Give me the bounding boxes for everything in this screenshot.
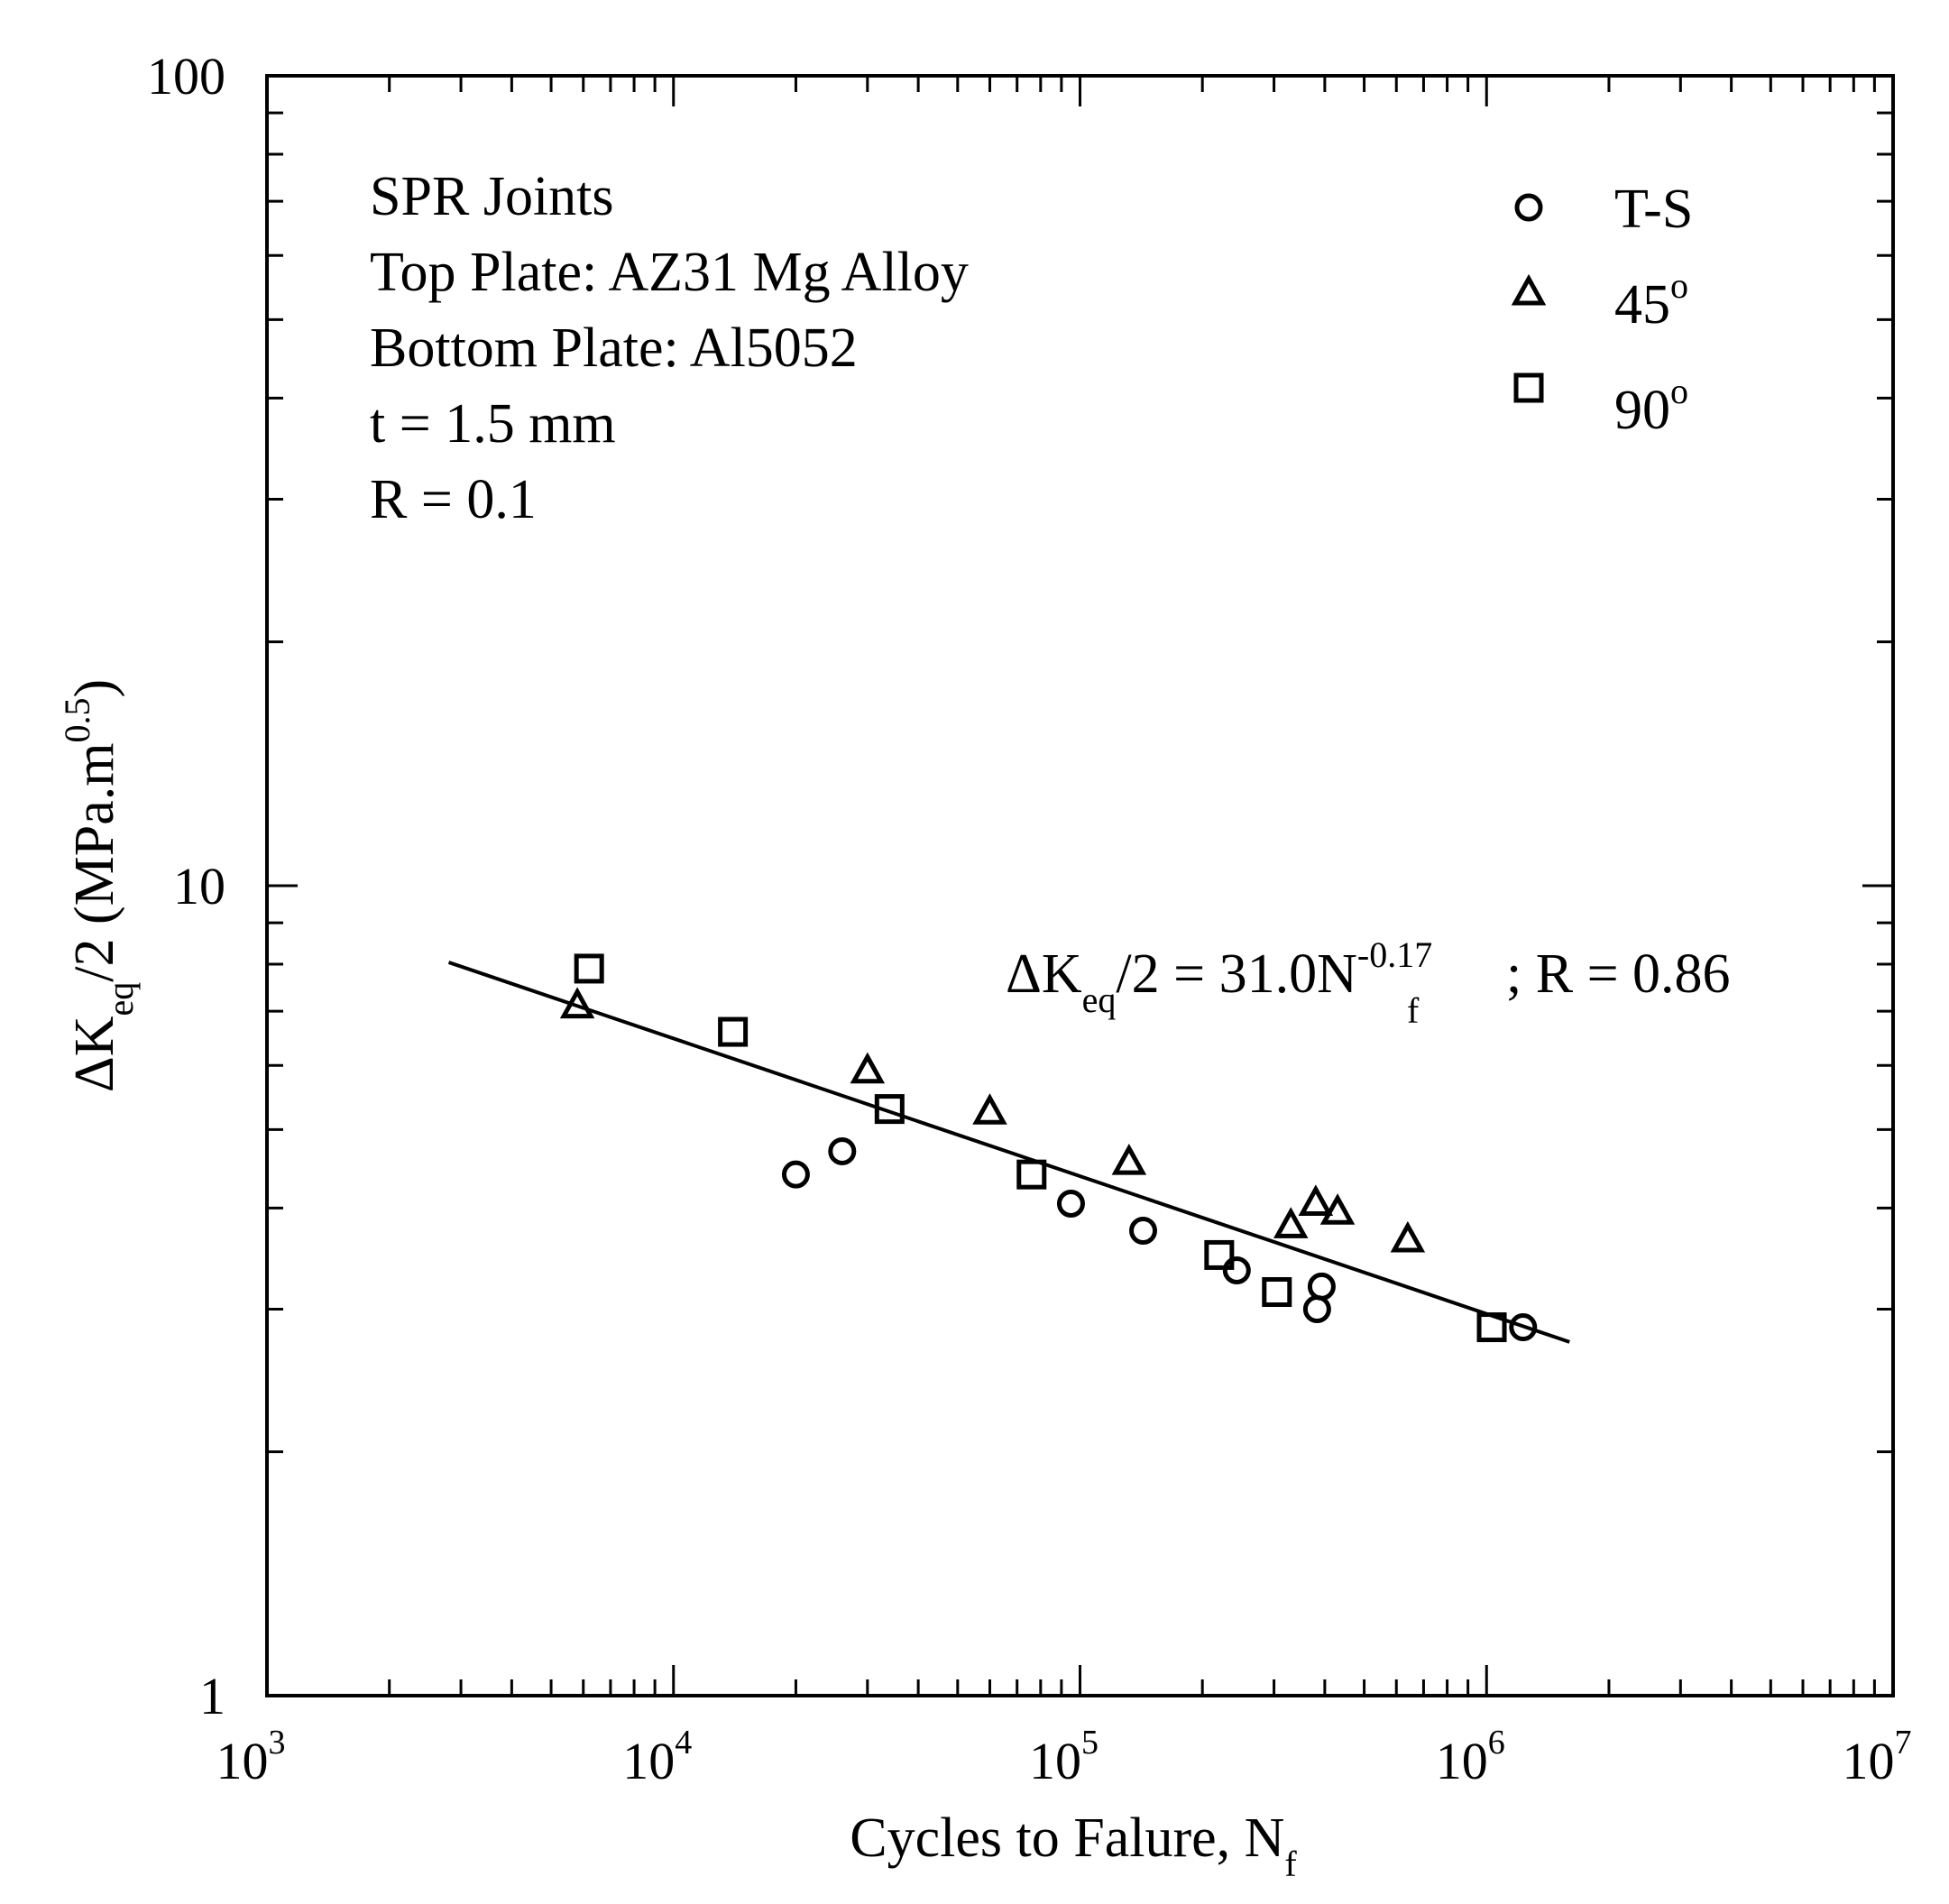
y-tick-label: 10 [173, 857, 225, 915]
y-tick-label: 100 [147, 47, 225, 106]
legend-label-main: 90 [1614, 380, 1670, 441]
x-tick-label: 103 [216, 1724, 286, 1790]
fit-line [447, 961, 1570, 1344]
data-point-45deg [559, 987, 595, 1019]
data-point-45deg [1319, 1193, 1356, 1225]
y-axis-title-end: ) [64, 679, 125, 698]
data-point-90deg [574, 953, 604, 984]
data-point-90deg [1262, 1277, 1292, 1308]
annotation-line: t = 1.5 mm [370, 393, 616, 455]
data-point-90deg [1204, 1239, 1235, 1270]
x-axis-title-sub: f [1284, 1844, 1297, 1884]
legend-marker-triangle [1511, 273, 1547, 306]
data-points [559, 953, 1538, 1343]
data-point-45deg [1390, 1220, 1426, 1253]
x-tick-label-base: 10 [622, 1732, 675, 1790]
axis-ticks [267, 76, 1893, 1696]
data-point-90deg [718, 1016, 749, 1047]
data-point-ts [1307, 1272, 1336, 1301]
x-tick-label-base: 10 [1436, 1732, 1488, 1790]
x-tick-label: 107 [1843, 1724, 1912, 1790]
legend-label: T-S [1614, 179, 1693, 240]
data-point-45deg [1111, 1143, 1147, 1175]
x-tick-label-exp: 6 [1488, 1724, 1505, 1761]
annotation-line: Top Plate: AZ31 Mg Alloy [370, 242, 969, 303]
legend-label-sup: o [1670, 265, 1688, 306]
data-point-45deg [1273, 1207, 1309, 1238]
data-point-90deg [1476, 1312, 1507, 1343]
y-axis-title-sup: 0.5 [57, 698, 97, 743]
x-tick-label: 104 [622, 1724, 692, 1790]
fit-equation-sup: -0.17 [1357, 934, 1432, 975]
x-tick-label-base: 10 [1843, 1732, 1895, 1790]
fit-equation-sub2: f [1407, 990, 1420, 1031]
data-point-ts [781, 1160, 810, 1189]
data-point-ts [1056, 1190, 1085, 1219]
legend-marker-square [1513, 373, 1544, 403]
x-tick-label: 106 [1436, 1724, 1505, 1790]
y-axis-title: ΔKeq/2 (MPa.m0.5) [57, 679, 141, 1092]
data-point-45deg [972, 1093, 1007, 1125]
fit-equation-p2: /2 = 31.0N [1116, 943, 1356, 1005]
data-point-90deg [1016, 1159, 1047, 1190]
x-tick-label-exp: 5 [1081, 1724, 1099, 1761]
data-point-ts [828, 1136, 857, 1165]
fit-layer [447, 961, 1570, 1344]
annotation-line: SPR Joints [370, 166, 614, 227]
data-point-45deg [1298, 1184, 1334, 1217]
x-axis-title-main: Cycles to Falure, N [850, 1807, 1284, 1869]
legend-label-sup: o [1670, 371, 1688, 411]
legend: T-S 45o 90o [1511, 179, 1693, 441]
fit-equation: ΔKeq/2 = 31.0N-0.17 f ; R = 0.86 [1006, 934, 1731, 1031]
legend-label: 90o [1614, 371, 1688, 441]
x-tick-label-base: 10 [216, 1732, 269, 1790]
y-axis-title-sub: eq [100, 982, 141, 1016]
legend-label-main: 45 [1614, 274, 1670, 336]
legend-marker-circle [1514, 193, 1543, 222]
y-tick-label: 1 [199, 1667, 225, 1725]
x-tick-label-exp: 7 [1895, 1724, 1912, 1761]
data-point-45deg [850, 1052, 886, 1084]
fit-equation-p3: ; R = 0.86 [1506, 943, 1731, 1005]
x-tick-label-exp: 4 [675, 1724, 692, 1761]
y-axis-title-delta: ΔK [64, 1016, 125, 1092]
x-tick-label-exp: 3 [269, 1724, 286, 1761]
x-tick-label: 105 [1029, 1724, 1099, 1790]
x-tick-label-base: 10 [1029, 1732, 1081, 1790]
fit-equation-sub1: eq [1082, 980, 1117, 1020]
data-point-90deg [874, 1094, 905, 1125]
x-axis-title: Cycles to Falure, Nf [850, 1807, 1297, 1884]
annotation-line: R = 0.1 [370, 469, 537, 530]
data-point-ts [1509, 1313, 1538, 1342]
annotation-block: SPR Joints Top Plate: AZ31 Mg Alloy Bott… [370, 166, 969, 530]
data-point-ts [1222, 1256, 1251, 1285]
data-point-ts [1129, 1217, 1158, 1246]
annotation-line: Bottom Plate: Al5052 [370, 317, 858, 379]
fit-equation-p1: ΔK [1006, 943, 1082, 1005]
legend-label: 45o [1614, 265, 1688, 336]
y-axis-title-mid: /2 (MPa.m [64, 743, 125, 982]
